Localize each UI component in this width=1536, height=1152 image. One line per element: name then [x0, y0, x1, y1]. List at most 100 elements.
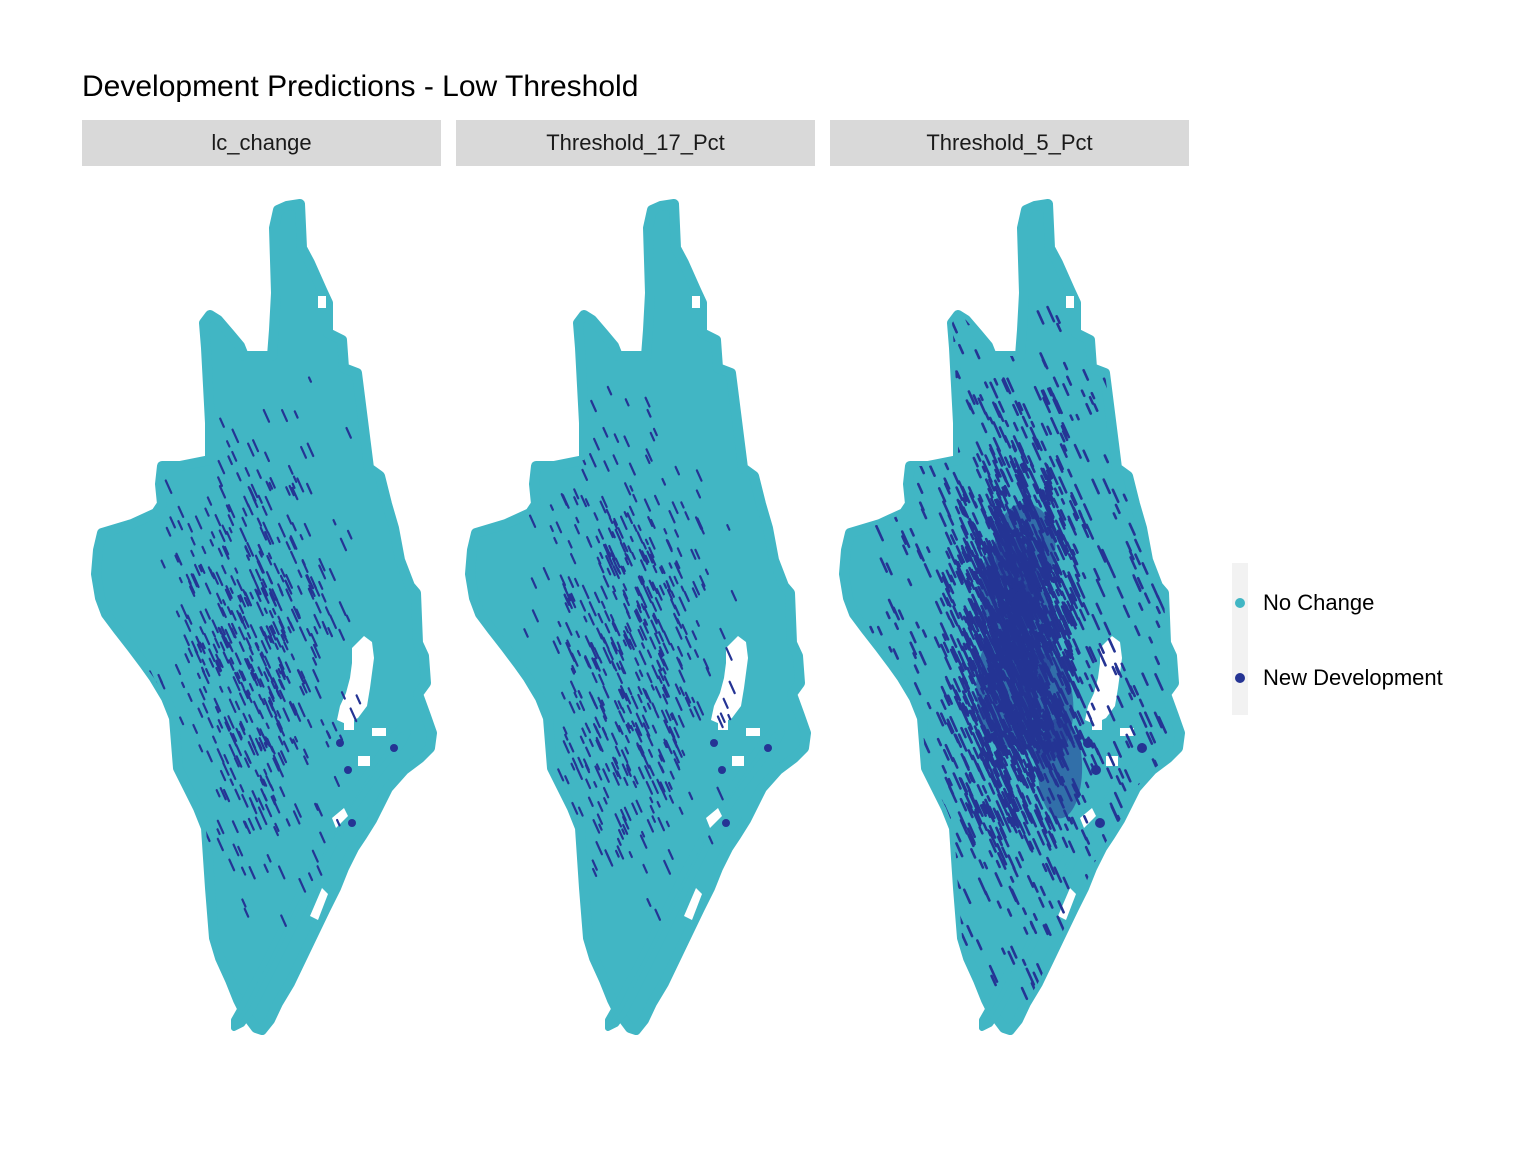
development-cell: [656, 800, 661, 808]
development-cell: [988, 805, 996, 820]
development-cell: [969, 621, 976, 633]
development-cell: [609, 564, 616, 577]
development-cell: [289, 700, 295, 710]
development-cell: [1061, 617, 1066, 625]
development-cell: [1050, 499, 1056, 509]
development-cell: [902, 544, 909, 556]
water-inlet: [1080, 808, 1096, 828]
development-cell: [591, 859, 598, 871]
development-cell: [977, 606, 986, 622]
development-cell: [944, 531, 953, 546]
development-cell: [893, 314, 901, 326]
development-cell: [943, 477, 951, 490]
development-cell: [907, 578, 913, 587]
development-cell: [576, 649, 581, 657]
development-cell: [1091, 478, 1100, 495]
development-cell: [218, 485, 227, 499]
development-cell: [217, 459, 226, 475]
development-cell: [275, 689, 281, 697]
development-cell: [303, 679, 312, 693]
development-cell: [204, 507, 210, 517]
development-cell: [600, 699, 605, 706]
development-cell: [1136, 576, 1144, 590]
development-cell: [315, 803, 323, 817]
development-cell: [1047, 505, 1055, 519]
development-cell: [272, 677, 279, 690]
development-cell: [1098, 642, 1105, 654]
development-cell: [216, 837, 224, 852]
development-cell: [1082, 503, 1093, 521]
development-cell: [225, 585, 233, 599]
development-cell: [693, 706, 702, 721]
development-cell: [1061, 534, 1069, 547]
development-cell: [984, 411, 990, 421]
barrier-island: [231, 725, 411, 1031]
development-cell: [970, 848, 977, 859]
development-cell: [238, 692, 247, 706]
development-cell: [208, 648, 216, 663]
development-cell: [220, 607, 227, 619]
map-panel-threshold-5: [830, 168, 1189, 1068]
development-cell: [270, 703, 278, 717]
development-cell: [971, 559, 979, 575]
development-cell: [247, 741, 256, 756]
development-cell: [1144, 592, 1151, 604]
development-cell: [1106, 705, 1116, 722]
development-cell: [568, 742, 575, 753]
development-cell: [681, 623, 688, 636]
development-cell: [607, 527, 614, 539]
development-cell: [675, 755, 680, 764]
lake: [711, 636, 748, 724]
development-cell: [957, 624, 964, 637]
development-cell: [680, 585, 685, 592]
development-cell: [193, 563, 201, 577]
development-cell: [1021, 462, 1030, 479]
development-cell: [311, 849, 319, 863]
development-cell: [679, 686, 685, 697]
development-cell: [885, 993, 896, 1013]
development-cell: [665, 709, 672, 722]
development-cell: [604, 610, 611, 622]
development-cell: [886, 870, 896, 889]
development-cell: [270, 680, 276, 690]
development-cell: [669, 713, 675, 720]
development-cell: [974, 539, 981, 551]
development-cell: [1059, 432, 1066, 443]
development-cell: [1064, 544, 1070, 553]
development-cell: [1053, 866, 1063, 883]
development-cell: [936, 448, 944, 461]
development-cell: [261, 813, 268, 826]
development-cell: [303, 755, 309, 766]
development-cell: [637, 575, 644, 586]
development-cell: [277, 720, 283, 731]
development-cell: [229, 767, 237, 781]
development-cell: [335, 818, 341, 827]
development-cell: [909, 527, 915, 537]
development-cell: [944, 901, 950, 909]
development-cell: [925, 339, 932, 349]
development-cell: [1030, 922, 1035, 930]
development-cell: [617, 725, 624, 735]
development-cell: [912, 652, 917, 660]
development-cell: [961, 989, 968, 1000]
development-cell: [206, 750, 213, 763]
development-cell: [1062, 655, 1072, 673]
development-cell: [878, 913, 884, 921]
development-cell: [662, 642, 669, 654]
development-cell: [875, 890, 886, 909]
development-cell: [185, 573, 192, 585]
development-cell: [175, 552, 183, 566]
development-cell: [886, 499, 894, 513]
development-cell: [277, 522, 286, 538]
development-cell: [1066, 600, 1073, 612]
development-cell: [1138, 602, 1144, 611]
development-cell: [1071, 666, 1080, 683]
development-cell: [1150, 468, 1156, 476]
development-cell: [340, 691, 346, 700]
development-cell: [257, 494, 263, 504]
development-cell: [1088, 683, 1094, 693]
development-cell: [628, 505, 635, 516]
development-cell: [1123, 306, 1133, 324]
development-cell: [949, 715, 958, 733]
development-cell: [1066, 649, 1072, 660]
